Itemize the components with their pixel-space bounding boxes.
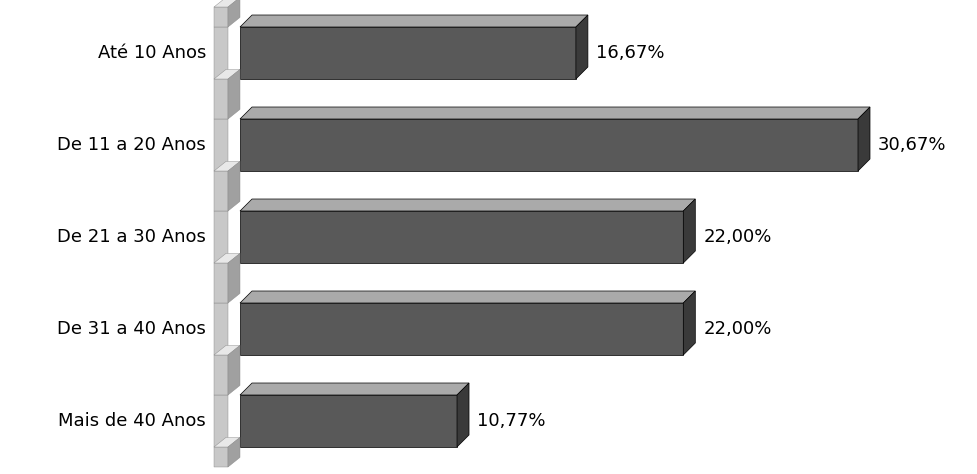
- Polygon shape: [214, 303, 228, 355]
- Polygon shape: [214, 171, 228, 211]
- Polygon shape: [214, 355, 228, 395]
- Polygon shape: [239, 303, 683, 355]
- Text: Mais de 40 Anos: Mais de 40 Anos: [59, 412, 206, 430]
- Polygon shape: [214, 7, 228, 27]
- Polygon shape: [214, 162, 239, 171]
- Polygon shape: [239, 119, 857, 171]
- Text: 22,00%: 22,00%: [702, 228, 771, 246]
- Polygon shape: [214, 0, 239, 7]
- Text: Até 10 Anos: Até 10 Anos: [98, 44, 206, 62]
- Text: 16,67%: 16,67%: [595, 44, 663, 62]
- Polygon shape: [228, 162, 239, 211]
- Polygon shape: [214, 79, 228, 119]
- Polygon shape: [683, 199, 695, 263]
- Polygon shape: [575, 15, 587, 79]
- Text: 10,77%: 10,77%: [477, 412, 545, 430]
- Polygon shape: [239, 291, 695, 303]
- Text: De 21 a 30 Anos: De 21 a 30 Anos: [57, 228, 206, 246]
- Polygon shape: [683, 291, 695, 355]
- Polygon shape: [228, 346, 239, 395]
- Polygon shape: [239, 383, 469, 395]
- Text: 30,67%: 30,67%: [877, 136, 946, 154]
- Polygon shape: [228, 0, 239, 27]
- Polygon shape: [214, 263, 228, 303]
- Polygon shape: [214, 346, 239, 355]
- Polygon shape: [228, 69, 239, 119]
- Polygon shape: [214, 438, 239, 447]
- Polygon shape: [214, 119, 228, 171]
- Polygon shape: [456, 383, 469, 447]
- Text: De 31 a 40 Anos: De 31 a 40 Anos: [57, 320, 206, 338]
- Polygon shape: [228, 254, 239, 303]
- Polygon shape: [239, 395, 456, 447]
- Polygon shape: [857, 107, 870, 171]
- Text: 22,00%: 22,00%: [702, 320, 771, 338]
- Polygon shape: [214, 254, 239, 263]
- Polygon shape: [214, 211, 228, 263]
- Polygon shape: [239, 27, 575, 79]
- Polygon shape: [214, 447, 228, 467]
- Polygon shape: [239, 107, 870, 119]
- Polygon shape: [214, 395, 228, 447]
- Polygon shape: [239, 15, 587, 27]
- Text: De 11 a 20 Anos: De 11 a 20 Anos: [58, 136, 206, 154]
- Polygon shape: [214, 27, 228, 79]
- Polygon shape: [214, 69, 239, 79]
- Polygon shape: [228, 438, 239, 467]
- Polygon shape: [239, 199, 695, 211]
- Polygon shape: [239, 211, 683, 263]
